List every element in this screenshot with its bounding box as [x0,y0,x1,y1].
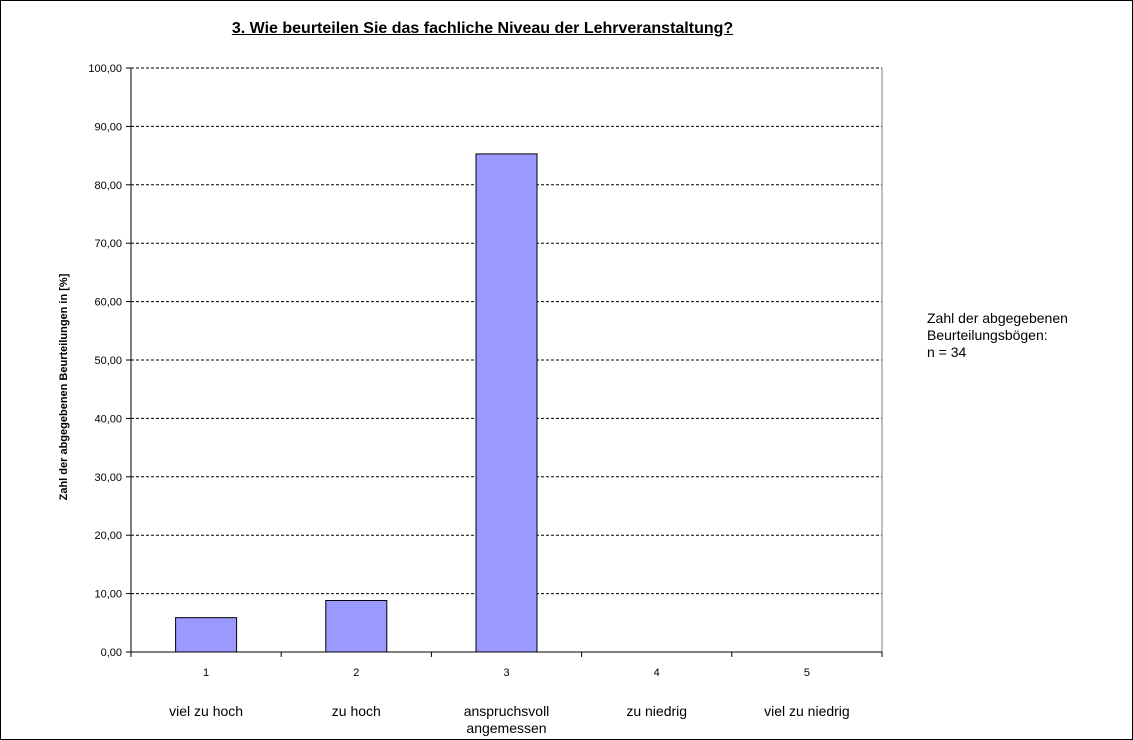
bar [325,599,388,653]
chart-title: 3. Wie beurteilen Sie das fachliche Nive… [231,20,734,37]
y-axis-label: Zahl der abgegebenen Beurteilungen in [%… [58,273,70,500]
y-tick-label: 10,00 [94,589,122,601]
y-tick-label: 40,00 [94,413,122,425]
note-line: n = 34 [927,344,967,360]
category-name-label: zu niedrig [626,703,687,719]
y-tick-label: 80,00 [94,180,122,192]
note-line: Beurteilungsbögen: [927,327,1048,343]
category-name-label: zu hoch [332,703,381,719]
y-tick-label: 100,00 [88,63,122,75]
note-line: Zahl der abgegebenen [927,310,1068,326]
x-tick-labels: 1 viel zu hoch 2 zu hoch 3 anspruchsvollangem… [169,667,850,736]
axes [126,67,883,657]
y-tick-label: 20,00 [94,530,122,542]
y-tick-label: 50,00 [94,355,122,367]
x-tick-label: 1 [203,667,209,679]
x-tick-label: 2 [353,667,359,679]
sample-size-note: Zahl der abgegebenen Beurteilungsbögen: … [927,310,1127,361]
bar [175,617,238,653]
y-tick-label: 30,00 [94,472,122,484]
x-tick-label: 4 [654,667,660,679]
x-tick-label: 3 [503,667,509,679]
y-tick-labels: 0,00 10,00 20,00 30,00 40,00 50,00 60,00 70,00 8… [88,63,122,659]
x-tick-label: 5 [804,667,810,679]
bars [175,153,538,653]
y-tick-label: 60,00 [94,297,122,309]
category-name-label: viel zu niedrig [764,703,850,719]
category-name-label: angemessen [466,720,546,736]
y-tick-label: 70,00 [94,238,122,250]
y-tick-label: 0,00 [101,647,122,659]
y-tick-label: 90,00 [94,121,122,133]
category-name-label: anspruchsvoll [464,703,550,719]
category-name-label: viel zu hoch [169,703,243,719]
bar [475,153,538,653]
